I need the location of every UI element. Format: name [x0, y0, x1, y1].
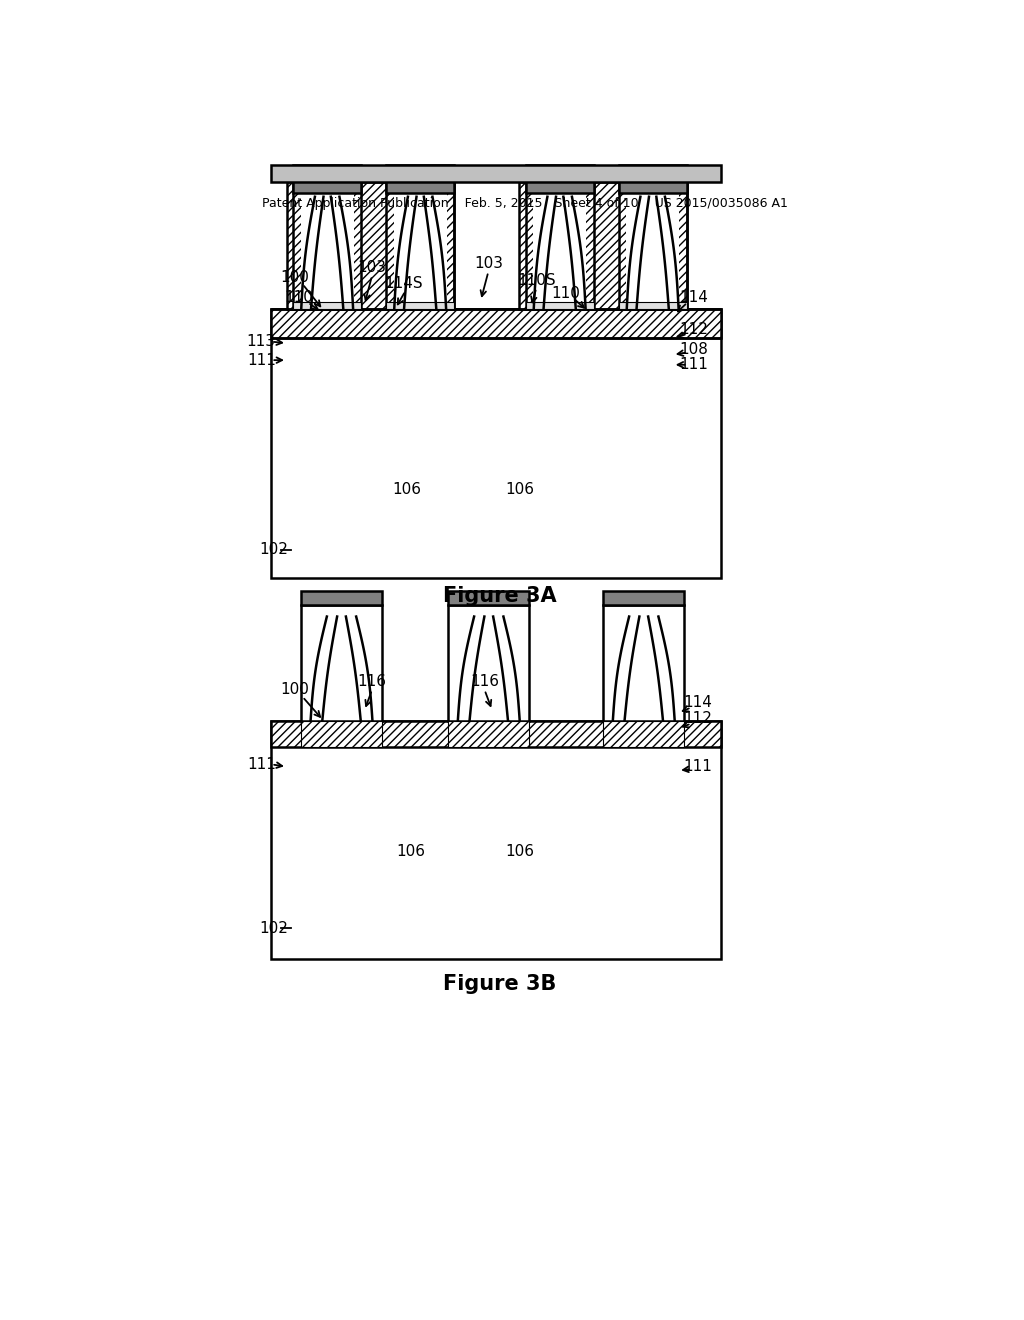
Bar	[618, 302, 687, 309]
Text: 108: 108	[679, 342, 709, 356]
Bar	[386, 165, 455, 193]
Text: 112: 112	[679, 322, 709, 337]
Bar	[293, 181, 361, 309]
Bar	[301, 591, 382, 605]
Bar	[603, 605, 684, 721]
Text: 111: 111	[683, 759, 712, 775]
Bar	[394, 187, 446, 302]
Bar	[603, 721, 684, 747]
Text: 100: 100	[281, 271, 309, 285]
Text: 114S: 114S	[384, 276, 423, 290]
Bar	[534, 187, 586, 302]
Bar	[618, 165, 687, 193]
Text: 116: 116	[470, 675, 499, 689]
Text: 100: 100	[281, 682, 309, 697]
Bar	[287, 181, 455, 309]
Text: 106: 106	[396, 843, 425, 859]
Text: 113: 113	[247, 334, 275, 350]
Text: 110S: 110S	[517, 272, 556, 288]
Text: 114: 114	[679, 289, 709, 305]
Bar	[301, 721, 382, 747]
Text: 102: 102	[259, 921, 288, 936]
Text: Patent Application Publication    Feb. 5, 2015   Sheet 4 of 10    US 2015/003508: Patent Application Publication Feb. 5, 2…	[262, 197, 787, 210]
Bar	[449, 605, 529, 721]
Bar	[293, 302, 361, 309]
Bar	[271, 309, 721, 338]
Bar	[301, 605, 382, 721]
Text: 111: 111	[247, 352, 275, 368]
Text: 106: 106	[505, 843, 534, 859]
Bar	[449, 721, 529, 747]
Bar	[519, 181, 687, 309]
Bar	[271, 721, 721, 747]
Bar	[525, 165, 594, 193]
Bar	[271, 721, 721, 960]
Bar	[271, 165, 721, 182]
Bar	[525, 302, 594, 309]
Bar	[525, 181, 594, 309]
Text: 111: 111	[247, 756, 275, 772]
Text: 112: 112	[683, 711, 712, 726]
Text: 114: 114	[683, 696, 712, 710]
Text: 111: 111	[679, 358, 709, 372]
Text: Figure 3B: Figure 3B	[443, 974, 557, 994]
Text: 106: 106	[392, 482, 422, 498]
Text: 106: 106	[505, 482, 534, 498]
Bar	[449, 591, 529, 605]
Text: 110: 110	[284, 289, 313, 305]
Bar	[603, 591, 684, 605]
Bar	[386, 181, 455, 309]
Text: 116: 116	[357, 675, 387, 689]
Bar	[301, 187, 353, 302]
Text: 103: 103	[357, 260, 387, 276]
Text: 103: 103	[474, 256, 503, 272]
Bar	[618, 181, 687, 309]
Bar	[271, 309, 721, 578]
Text: Figure 3A: Figure 3A	[443, 586, 557, 606]
Text: 110: 110	[552, 285, 581, 301]
Text: 102: 102	[259, 543, 288, 557]
Bar	[627, 187, 679, 302]
Bar	[293, 165, 361, 193]
Bar	[386, 302, 455, 309]
